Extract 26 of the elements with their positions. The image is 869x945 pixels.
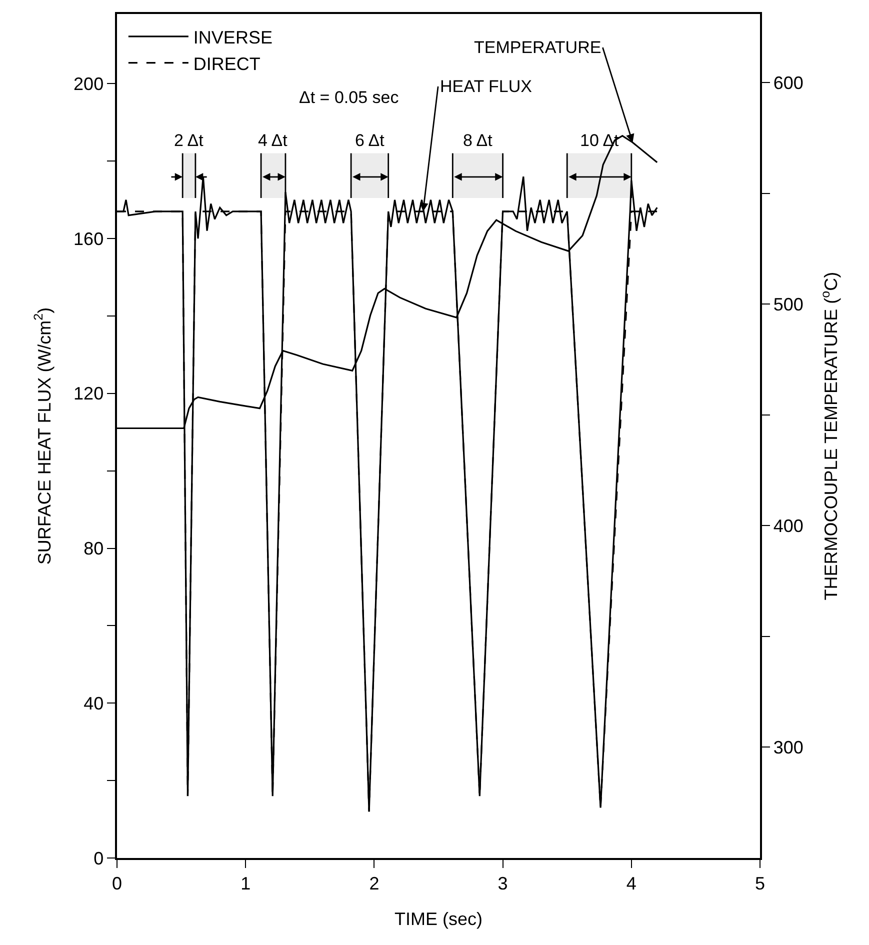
annotation: HEAT FLUX xyxy=(440,77,532,96)
y-tick-label: 80 xyxy=(84,538,104,559)
y2-tick-label: 500 xyxy=(773,294,804,314)
x-tick-label: 2 xyxy=(369,873,380,894)
legend-label: DIRECT xyxy=(193,54,260,74)
y-tick-label: 0 xyxy=(94,848,104,868)
x-tick-label: 3 xyxy=(498,873,508,894)
band-label: 4 Δt xyxy=(258,131,288,150)
legend-label: INVERSE xyxy=(193,27,272,48)
annotation: Δt = 0.05 sec xyxy=(299,88,400,107)
band-label: 2 Δt xyxy=(174,131,204,150)
x-axis-title: TIME (sec) xyxy=(394,909,482,929)
band-label: 6 Δt xyxy=(355,131,385,150)
y-tick-label: 160 xyxy=(74,228,104,249)
y-tick-label: 120 xyxy=(74,384,104,404)
y2-tick-label: 300 xyxy=(773,738,804,758)
x-tick-label: 5 xyxy=(754,873,766,894)
y-tick-label: 40 xyxy=(84,693,104,714)
x-tick-label: 1 xyxy=(240,873,251,894)
x-tick-label: 0 xyxy=(112,873,122,894)
text: TEMPERATURE xyxy=(474,38,602,57)
band-label: 8 Δt xyxy=(463,131,493,150)
x-tick-label: 4 xyxy=(626,873,636,894)
y2-tick-label: 400 xyxy=(773,516,804,536)
y-tick-label: 200 xyxy=(74,74,104,94)
y2-tick-label: 600 xyxy=(773,72,804,93)
